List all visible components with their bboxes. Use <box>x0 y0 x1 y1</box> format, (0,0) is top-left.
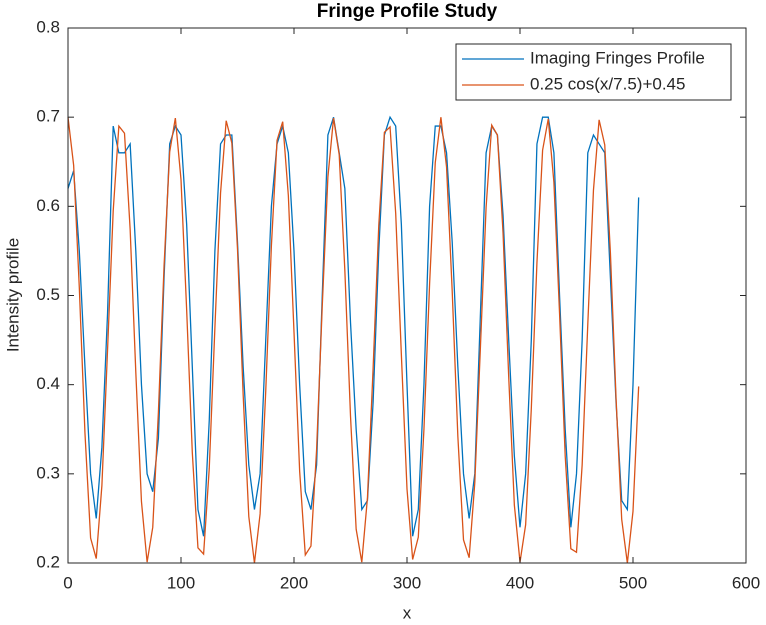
y-axis-label: Intensity profile <box>3 238 22 352</box>
y-tick-label: 0.4 <box>36 374 60 393</box>
x-axis-label: x <box>403 603 412 622</box>
legend-label: Imaging Fringes Profile <box>530 48 705 67</box>
legend-label: 0.25 cos(x/7.5)+0.45 <box>530 74 685 93</box>
x-tick-label: 200 <box>280 573 308 592</box>
y-tick-label: 0.7 <box>36 107 60 126</box>
x-tick-label: 0 <box>63 573 72 592</box>
x-tick-label: 600 <box>732 573 760 592</box>
data-line <box>67 117 640 564</box>
y-tick-label: 0.5 <box>36 285 60 304</box>
x-tick-label: 400 <box>506 573 534 592</box>
y-tick-label: 0.2 <box>36 552 60 571</box>
x-tick-label: 100 <box>167 573 195 592</box>
x-tick-label: 500 <box>619 573 647 592</box>
y-tick-label: 0.6 <box>36 196 60 215</box>
legend-box <box>455 43 732 101</box>
chart-title: Fringe Profile Study <box>317 1 498 22</box>
x-tick-label: 300 <box>393 573 421 592</box>
y-tick-label: 0.8 <box>36 17 60 36</box>
y-tick-label: 0.3 <box>36 463 60 482</box>
